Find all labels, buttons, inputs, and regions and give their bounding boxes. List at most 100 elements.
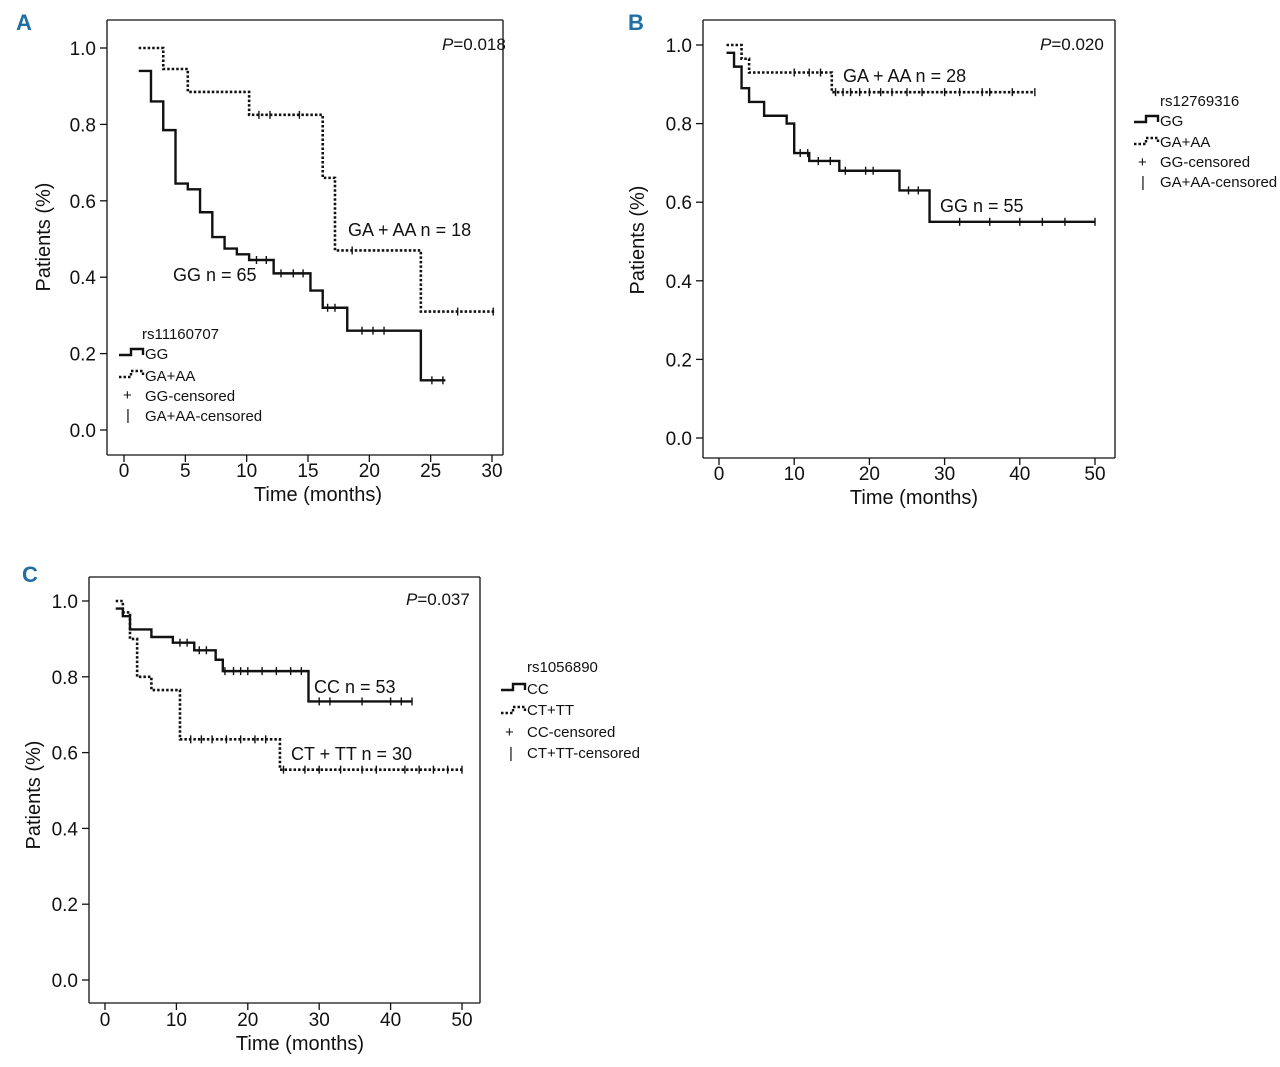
legend-plus-marker: + xyxy=(123,387,132,404)
y-tick-label: 0.2 xyxy=(70,345,96,366)
y-tick-label: 0.6 xyxy=(52,744,78,765)
series-line-gg xyxy=(138,69,446,382)
panel-b-label-ga-aa: GA + AA n = 28 xyxy=(843,66,966,86)
legend-solid-swatch xyxy=(501,682,527,692)
legend-title: rs1056890 xyxy=(527,659,598,676)
legend-item-1: GG xyxy=(1160,113,1183,130)
panel-c-y-title: Patients (%) xyxy=(23,741,45,850)
panel-a-x-title: Time (months) xyxy=(254,484,382,506)
panel-c-label-ct-tt: CT + TT n = 30 xyxy=(291,744,412,764)
x-tick-label: 30 xyxy=(481,461,502,482)
y-tick-label: 0.6 xyxy=(70,192,96,213)
legend-dotted-swatch xyxy=(1134,136,1160,146)
panel-a-label-gg: GG n = 65 xyxy=(173,265,257,285)
y-tick-label: 1.0 xyxy=(52,592,78,613)
legend-bar-marker: | xyxy=(509,745,513,762)
panel-c-p-value: P=0.037 xyxy=(406,590,470,609)
x-tick-label: 20 xyxy=(859,464,880,485)
panel-c-series xyxy=(115,599,463,774)
series-line-ct-tt xyxy=(115,599,462,771)
legend-item-4: CT+TT-censored xyxy=(527,745,640,762)
legend-dotted-swatch xyxy=(501,705,527,715)
x-tick-label: 50 xyxy=(1084,464,1105,485)
panel-a-axes: 0.0 0.2 0.4 0.6 0.8 1.0 0 5 10 15 20 25 30 xyxy=(70,19,504,482)
y-tick-label: 1.0 xyxy=(666,36,692,57)
panel-a-label-ga-aa: GA + AA n = 18 xyxy=(348,220,471,240)
y-tick-label: 0.0 xyxy=(666,429,692,450)
x-tick-label: 0 xyxy=(119,461,130,482)
y-tick-label: 0.2 xyxy=(52,895,78,916)
panel-a-p-value: P=0.018 xyxy=(442,35,506,54)
legend-item-2: GA+AA xyxy=(145,368,195,385)
x-tick-label: 5 xyxy=(180,461,191,482)
legend-bar-marker: | xyxy=(1141,174,1145,191)
panel-b-series xyxy=(726,43,1096,226)
x-tick-label: 40 xyxy=(380,1010,401,1031)
legend-item-1: GG xyxy=(145,346,168,363)
legend-item-1: CC xyxy=(527,681,549,698)
panel-a: A P=0.018 0.0 0.2 0.4 0.6 0.8 1.0 0 5 10 15 20 25 30… xyxy=(16,10,506,506)
panel-a-legend: rs11160707 GG GA+AA + GG-censored | GA+A… xyxy=(119,326,262,425)
panel-c-legend: rs1056890 CC CT+TT + CC-censored | CT+TT… xyxy=(501,659,640,762)
legend-plus-marker: + xyxy=(1138,154,1147,171)
y-tick-label: 1.0 xyxy=(70,39,96,60)
panel-b-label-gg: GG n = 55 xyxy=(940,196,1024,216)
panel-c: C P=0.037 0.00.20.40.60.81.00 10 20 30 40 50 … xyxy=(22,562,640,1055)
y-tick-label: 0.4 xyxy=(70,268,97,289)
x-tick-label: 0 xyxy=(714,464,725,485)
legend-dotted-swatch xyxy=(119,369,145,379)
x-tick-label: 20 xyxy=(359,461,380,482)
x-tick-label: 30 xyxy=(309,1010,330,1031)
legend-title: rs11160707 xyxy=(142,326,219,343)
panel-b: B P=0.020 0.00.20.40.60.81.00 10 20 30 40 50 … xyxy=(627,10,1277,509)
x-tick-label: 25 xyxy=(420,461,441,482)
legend-item-2: GA+AA xyxy=(1160,134,1210,151)
panel-a-series xyxy=(138,46,495,385)
x-tick-label: 30 xyxy=(934,464,955,485)
x-tick-label: 10 xyxy=(784,464,805,485)
legend-item-4: GA+AA-censored xyxy=(145,408,262,425)
panel-a-y-title: Patients (%) xyxy=(33,183,55,292)
panel-c-letter: C xyxy=(22,562,38,587)
panel-b-y-title: Patients (%) xyxy=(627,186,649,295)
panel-c-x-title: Time (months) xyxy=(236,1033,364,1055)
panel-a-letter: A xyxy=(16,10,32,35)
y-tick-label: 0.8 xyxy=(666,115,692,136)
panel-c-label-cc: CC n = 53 xyxy=(314,677,396,697)
series-line-ga-aa xyxy=(726,43,1035,94)
x-tick-label: 10 xyxy=(166,1010,187,1031)
panel-c-axes: 0.0 0.2 0.4 0.6 0.8 1.0 0 10 20 30 40 50 xyxy=(52,576,481,1031)
y-tick-label: 0.4 xyxy=(52,819,79,840)
x-tick-label: 20 xyxy=(237,1010,258,1031)
legend-item-2: CT+TT xyxy=(527,702,574,719)
x-tick-label: 0 xyxy=(100,1010,111,1031)
x-tick-label: 10 xyxy=(236,461,257,482)
panel-b-p-value: P=0.020 xyxy=(1040,35,1104,54)
legend-plus-marker: + xyxy=(505,724,514,741)
panel-b-legend: rs12769316 GG GA+AA + GG-censored | GA+A… xyxy=(1134,93,1277,191)
legend-bar-marker: | xyxy=(126,407,130,424)
legend-title: rs12769316 xyxy=(1160,93,1239,110)
y-tick-label: 0.4 xyxy=(666,272,693,293)
x-tick-label: 50 xyxy=(451,1010,472,1031)
y-tick-label: 0.0 xyxy=(70,421,96,442)
series-line-ga-aa xyxy=(138,46,495,313)
y-tick-label: 0.8 xyxy=(52,668,78,689)
y-tick-label: 0.0 xyxy=(52,971,78,992)
y-tick-label: 0.6 xyxy=(666,193,692,214)
legend-solid-swatch xyxy=(119,347,145,357)
y-tick-label: 0.2 xyxy=(666,350,692,371)
legend-item-3: GG-censored xyxy=(1160,154,1250,171)
panel-b-letter: B xyxy=(628,10,644,35)
y-tick-label: 0.8 xyxy=(70,115,96,136)
series-line-gg xyxy=(726,51,1095,224)
x-tick-label: 40 xyxy=(1009,464,1030,485)
legend-item-3: CC-censored xyxy=(527,724,615,741)
legend-item-4: GA+AA-censored xyxy=(1160,174,1277,191)
panel-b-x-title: Time (months) xyxy=(850,487,978,509)
legend-item-3: GG-censored xyxy=(145,388,235,405)
legend-solid-swatch xyxy=(1134,114,1160,124)
panel-b-axes: 0.0 0.2 0.4 0.6 0.8 1.0 0 10 20 30 40 50 xyxy=(666,19,1116,485)
x-tick-label: 15 xyxy=(297,461,318,482)
